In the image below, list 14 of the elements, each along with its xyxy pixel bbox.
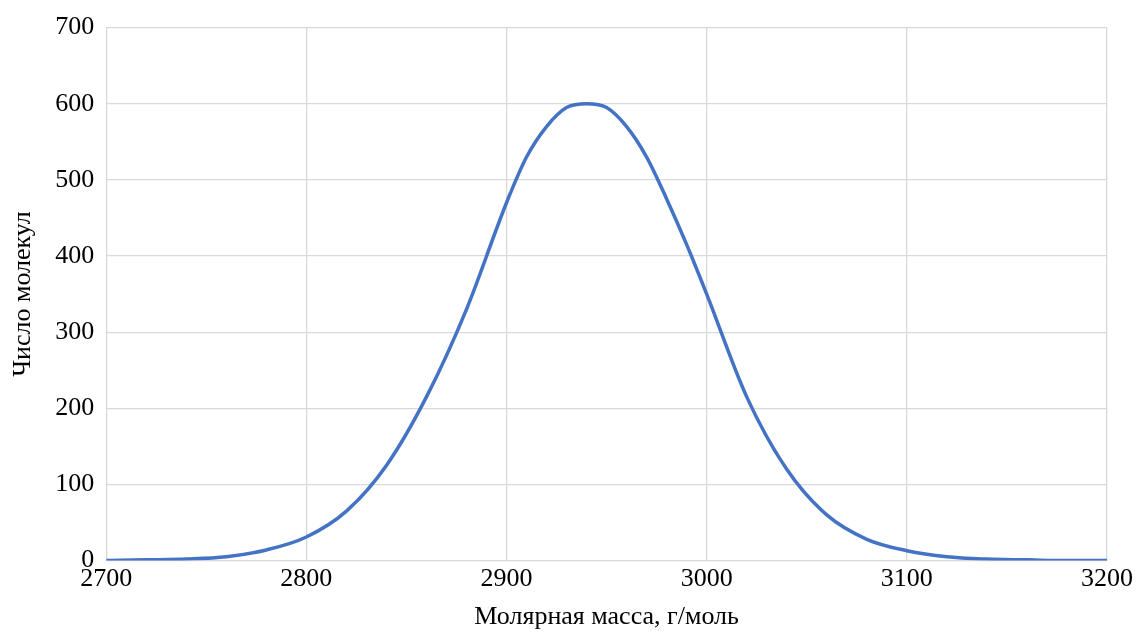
y-tick-label: 400	[55, 239, 95, 269]
y-tick-label: 500	[55, 163, 95, 193]
x-tick-label: 3100	[880, 563, 933, 593]
y-tick-label: 600	[55, 87, 95, 117]
y-axis-title: Число молекул	[7, 211, 37, 377]
x-tick-label: 2900	[480, 563, 533, 593]
x-tick-label: 2800	[280, 563, 333, 593]
y-tick-label: 700	[55, 11, 95, 41]
x-axis-title: Молярная масса, г/моль	[474, 601, 740, 631]
y-tick-label: 100	[55, 468, 95, 498]
y-tick-label: 200	[55, 392, 95, 422]
x-tick-label: 3000	[680, 563, 733, 593]
x-tick-label: 3200	[1081, 563, 1133, 593]
y-tick-label: 300	[55, 316, 95, 345]
